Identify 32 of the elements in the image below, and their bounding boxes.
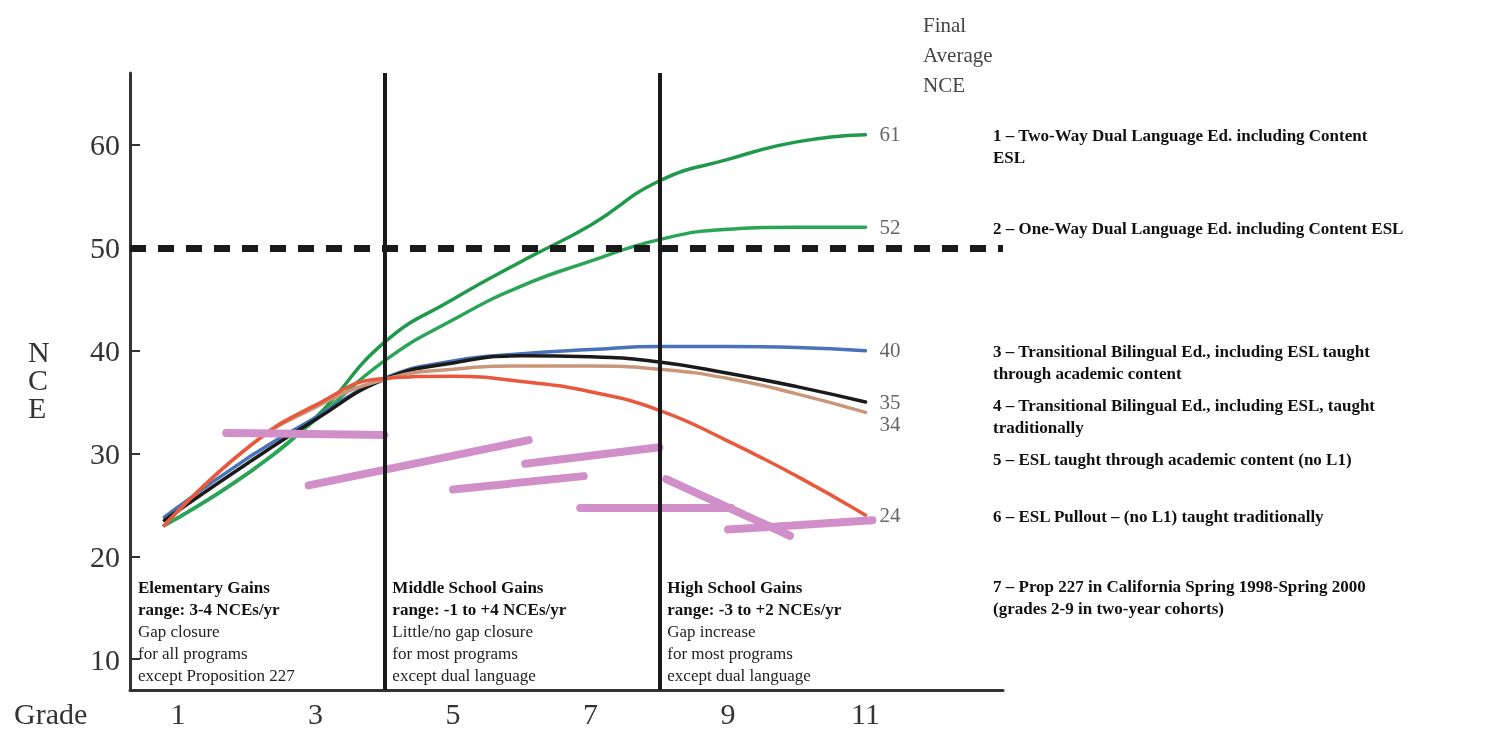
text: 5 – ESL taught through academic content (no L1) bbox=[993, 450, 1352, 470]
data-label: 35 bbox=[879, 389, 901, 414]
data-label: 24 bbox=[879, 502, 902, 527]
x-tick-label: 11 bbox=[851, 696, 880, 730]
text: 7 – Prop 227 in California Spring 1998-Spring 2000 (grades 2-9 in two-year cohorts) bbox=[993, 576, 1371, 618]
text: 4 – Transitional Bilingual Ed., including ESL, taught traditionally bbox=[993, 396, 1380, 438]
x-tick-label: 9 bbox=[720, 696, 736, 730]
y-axis-title: NCE bbox=[923, 73, 965, 97]
annotation: Middle School Gains range: -1 to +4 NCEs/yr Little/no gap closure for most programs except dual language bbox=[392, 578, 567, 685]
y-tick-label: 40 bbox=[90, 334, 120, 368]
x-axis-title: Grade bbox=[14, 696, 88, 730]
x-tick-label: 7 bbox=[583, 696, 599, 730]
data-label: 52 bbox=[879, 214, 901, 239]
y-tick-label: 30 bbox=[90, 436, 120, 470]
y-tick-label: 50 bbox=[90, 231, 120, 265]
text: 3 – Transitional Bilingual Ed., including ESL taught through academic content bbox=[993, 342, 1375, 384]
text: 1 – Two-Way Dual Language Ed. including Content ESL bbox=[993, 126, 1372, 168]
annotation: High School Gains range: -3 to +2 NCEs/yr Gap increase for most programs except dual language bbox=[667, 578, 842, 685]
data-label: 34 bbox=[879, 411, 902, 436]
y-tick-label: 10 bbox=[90, 642, 120, 676]
text: 2 – One-Way Dual Language Ed. including Content ESL bbox=[993, 218, 1404, 238]
text: NCE bbox=[28, 335, 50, 424]
annotation: Elementary Gains range: 3-4 NCEs/yr Gap closure for all programs except Proposition 227 bbox=[138, 578, 296, 685]
x-tick-label: 3 bbox=[308, 696, 324, 730]
x-tick-label: 1 bbox=[170, 696, 186, 730]
y-tick-label: 60 bbox=[90, 128, 120, 162]
text: Final Average bbox=[923, 13, 993, 67]
text: 6 – ESL Pullout – (no L1) taught traditionally bbox=[993, 506, 1325, 526]
data-label: 40 bbox=[879, 338, 901, 363]
data-label: 61 bbox=[879, 122, 901, 147]
x-tick-label: 5 bbox=[445, 696, 461, 730]
y-tick-label: 20 bbox=[90, 539, 120, 573]
